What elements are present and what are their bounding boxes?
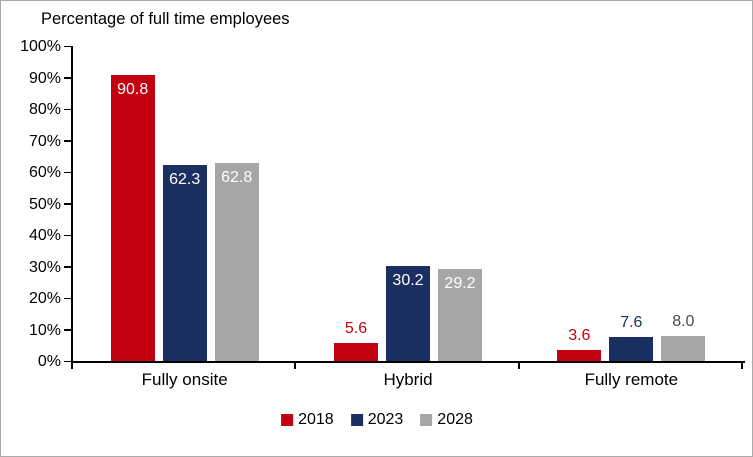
y-tick-label: 60% (28, 164, 61, 181)
x-tick (71, 361, 73, 369)
category-label-fully-onsite: Fully onsite (141, 370, 228, 389)
y-tick (64, 297, 71, 299)
x-tick (294, 361, 297, 369)
y-tick (64, 171, 71, 173)
bar-2018-hybrid (334, 343, 378, 361)
bar-2023-fully-remote (609, 337, 654, 361)
bar-2018-fully-remote (557, 350, 602, 361)
legend-item-2028: 2028 (420, 411, 473, 429)
x-tick (741, 361, 743, 369)
y-tick-label: 10% (28, 321, 61, 339)
y-tick-label: 30% (28, 258, 61, 276)
chart-title: Percentage of full time employees (41, 10, 290, 28)
bar-value-label: 3.6 (568, 327, 591, 344)
bar-value-label: 90.8 (117, 81, 149, 98)
legend-label-2018: 2018 (298, 411, 334, 428)
legend-item-2018: 2018 (281, 411, 334, 429)
bar-value-label: 30.2 (392, 272, 424, 289)
bar-2023-hybrid (386, 266, 430, 361)
legend-swatch-2023 (350, 414, 363, 426)
legend-label-2028: 2028 (437, 411, 473, 428)
legend-label-2023: 2023 (367, 411, 404, 428)
bar-2028-fully-remote (661, 336, 706, 361)
category-label-fully-remote: Fully remote (584, 370, 679, 389)
y-tick-label: 50% (28, 195, 61, 213)
y-tick-label: 90% (28, 69, 61, 87)
y-axis-line (71, 46, 73, 363)
y-tick (64, 329, 71, 331)
y-tick (64, 140, 71, 142)
bar-2028-fully-onsite (214, 163, 259, 361)
bar-value-label: 5.6 (344, 320, 368, 337)
x-axis-line (71, 361, 745, 363)
y-tick (64, 360, 71, 362)
bar-value-label: 7.6 (620, 314, 643, 331)
y-tick (64, 234, 71, 236)
bar-value-label: 8.0 (672, 313, 695, 330)
legend-swatch-2028 (420, 414, 433, 426)
y-tick (64, 266, 71, 268)
y-tick (64, 203, 71, 205)
y-tick (64, 45, 71, 47)
legend-swatch-2018 (281, 414, 294, 426)
legend: 2018 2023 2028 (281, 411, 473, 429)
bar-2023-fully-onsite (162, 165, 207, 361)
y-tick (64, 77, 71, 79)
x-tick (517, 361, 520, 369)
y-tick-label: 20% (28, 290, 61, 307)
bar-2028-hybrid (438, 269, 482, 361)
bar-2018-fully-onsite (110, 75, 155, 361)
bar-value-label: 29.2 (444, 275, 476, 292)
y-tick-label: 70% (28, 132, 61, 150)
bar-value-label: 62.3 (169, 171, 201, 188)
y-tick (64, 108, 71, 110)
y-tick-label: 100% (20, 38, 61, 55)
category-label-hybrid: Hybrid (383, 370, 433, 389)
legend-item-2023: 2023 (350, 411, 404, 429)
y-tick-label: 0% (37, 353, 61, 370)
y-tick-label: 40% (28, 227, 61, 244)
bar-value-label: 62.8 (221, 169, 253, 186)
y-tick-label: 80% (28, 101, 61, 118)
